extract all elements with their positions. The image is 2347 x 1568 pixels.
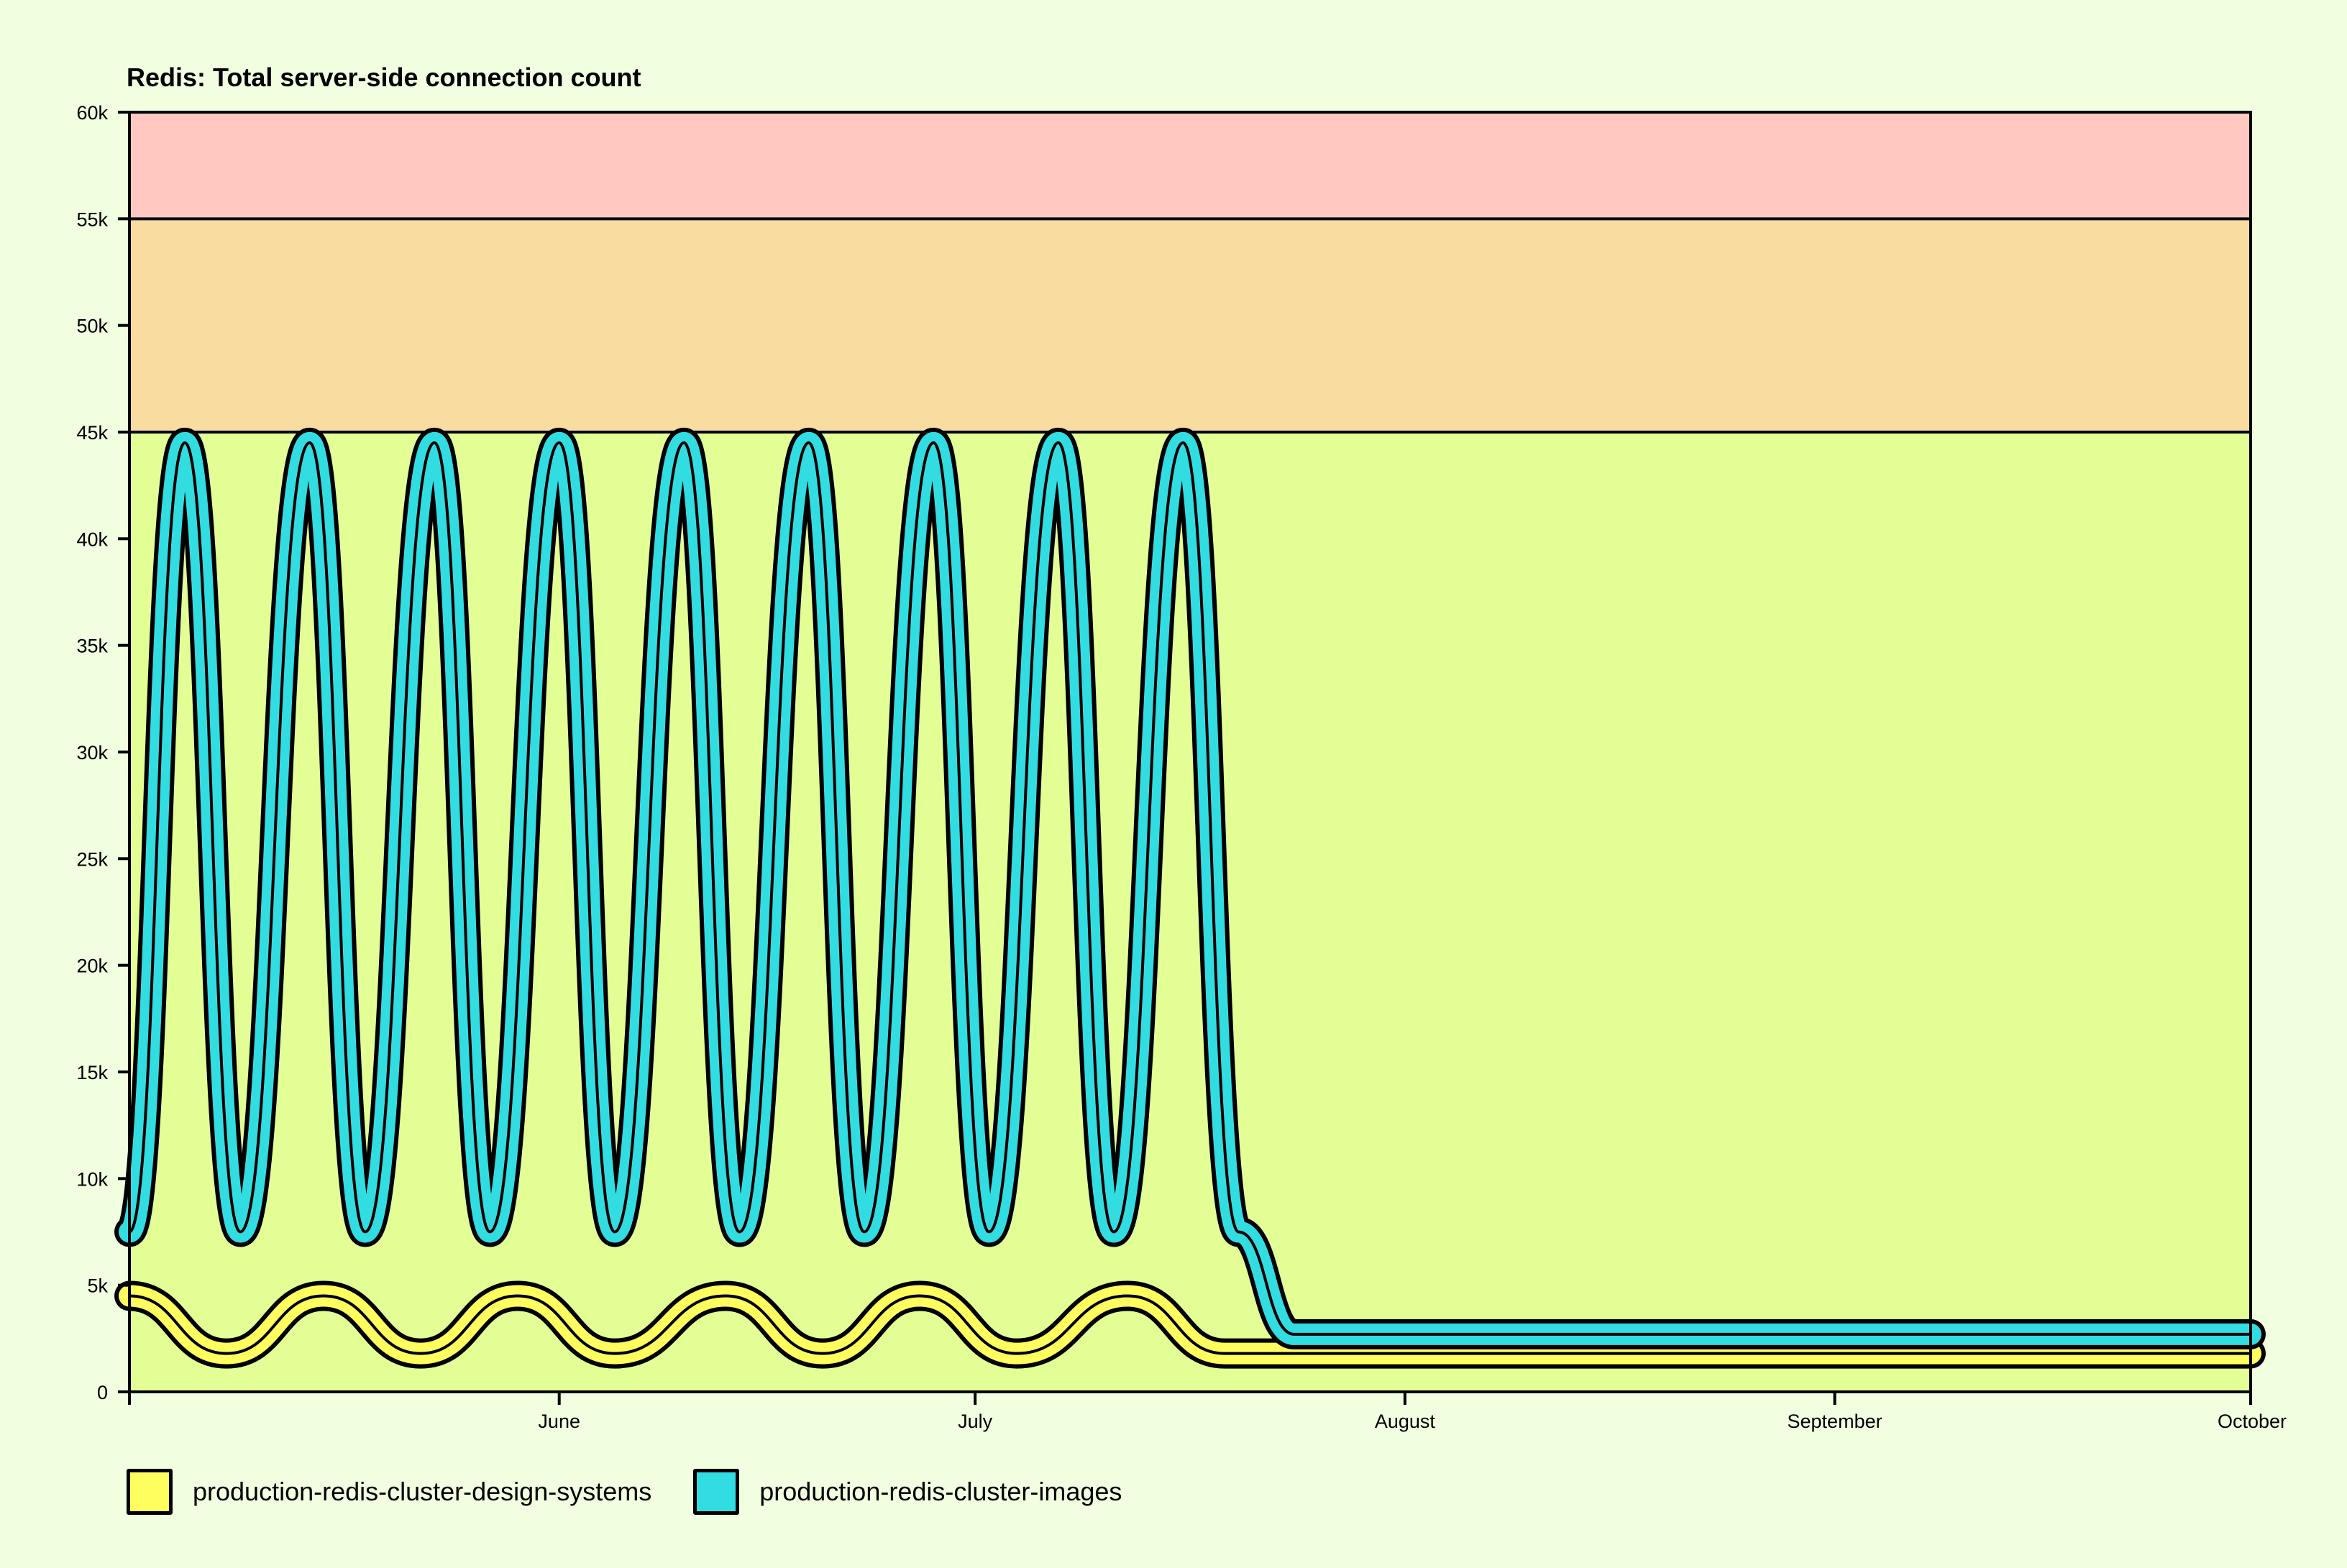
y-tick-label: 20k (76, 955, 108, 977)
y-tick-label: 25k (76, 848, 108, 870)
legend-swatch-design-systems (127, 1469, 173, 1515)
y-tick-label: 5k (87, 1275, 108, 1297)
x-tick-label: October (2218, 1411, 2287, 1432)
x-tick-label: July (958, 1411, 993, 1432)
series-1 (114, 427, 2266, 1349)
legend-label-images: production-redis-cluster-images (759, 1477, 1122, 1506)
y-tick-label: 55k (76, 208, 108, 230)
legend-label-design-systems: production-redis-cluster-design-systems (193, 1477, 652, 1506)
x-tick-label: August (1375, 1411, 1436, 1432)
series-lines (114, 427, 2266, 1369)
y-tick-label: 60k (76, 102, 108, 124)
legend-swatch-images (693, 1469, 740, 1515)
legend-item-images[interactable]: production-redis-cluster-images (693, 1469, 1122, 1515)
legend: production-redis-cluster-design-systems … (127, 1469, 1163, 1515)
x-axis: June July August September October (128, 1392, 2287, 1432)
y-tick-label: 15k (76, 1062, 108, 1083)
y-tick-label: 50k (76, 316, 108, 337)
series-centerline-0 (128, 1294, 2252, 1355)
y-tick-label: 30k (76, 742, 108, 764)
threshold-band-1 (129, 219, 2251, 432)
series-0 (114, 1280, 2266, 1369)
y-tick-label: 0 (97, 1382, 108, 1403)
y-tick-label: 45k (76, 422, 108, 444)
threshold-band-2 (129, 112, 2251, 219)
y-axis: 0 5k 10k 15k 20k 25k 30k 35k 40k 45k 50k 55k 60k (76, 102, 129, 1403)
x-tick-label: September (1788, 1411, 1882, 1432)
y-tick-label: 40k (76, 528, 108, 550)
y-tick-label: 10k (76, 1168, 108, 1190)
y-tick-label: 35k (76, 636, 108, 657)
x-tick-label: June (538, 1411, 580, 1432)
series-centerline-1 (128, 441, 2252, 1336)
chart-title: Redis: Total server-side connection coun… (127, 63, 641, 92)
legend-item-design-systems[interactable]: production-redis-cluster-design-systems (127, 1469, 651, 1515)
